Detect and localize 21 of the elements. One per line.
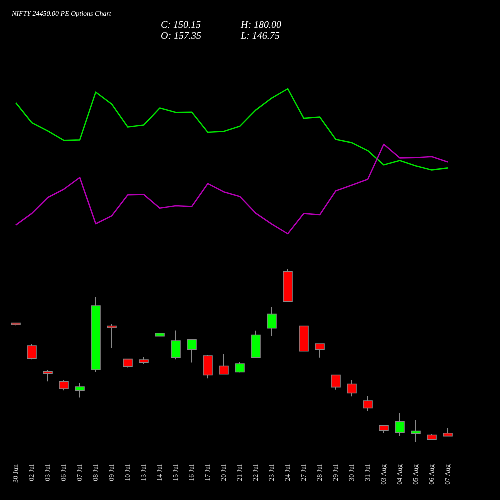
candlestick [27,344,37,360]
candlestick [59,380,69,392]
candlestick [107,324,117,349]
candlestick [43,370,53,382]
candlestick [187,339,197,364]
text: H: 180.00 [240,20,282,31]
candlestick [395,412,405,436]
candlestick [219,354,229,375]
candlestick [363,396,373,412]
candlestick [267,306,277,336]
text: L: 146.75 [240,31,280,42]
candlestick [331,374,341,390]
candlestick [203,354,213,380]
candlestick [75,382,85,398]
candlestick [347,380,357,398]
candlestick [171,330,181,360]
text: O: 157.35 [161,31,202,42]
candlestick [251,330,261,358]
text: C: 150.15 [161,20,201,31]
candlestick [315,344,325,358]
candlestick [411,420,421,442]
